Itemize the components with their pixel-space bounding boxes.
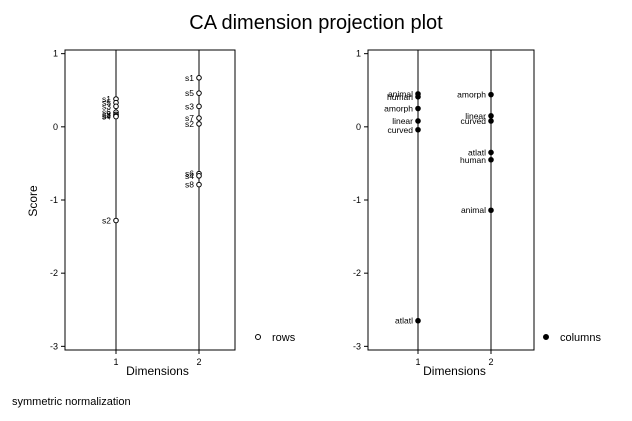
plot-frame: [64, 49, 236, 351]
point-label: s7: [102, 111, 111, 121]
data-point: [196, 115, 202, 121]
data-point: [488, 113, 494, 119]
point-label: human: [387, 92, 413, 102]
y-tick-label: -2: [50, 268, 58, 278]
data-point: [196, 75, 202, 81]
point-label: s4: [102, 112, 111, 122]
point-label: amorph: [384, 104, 413, 114]
point-label: s6: [102, 107, 111, 117]
point-label: s6: [185, 169, 194, 179]
legend-marker: [543, 334, 549, 340]
y-tick-label: 0: [53, 122, 58, 132]
data-point: [196, 103, 202, 110]
point-label: linear: [465, 111, 486, 121]
point-label: s8: [102, 109, 111, 119]
data-point: [196, 90, 202, 96]
footnote: symmetric normalization: [12, 396, 131, 408]
point-label: s3: [102, 101, 111, 111]
point-label: s3: [185, 101, 194, 111]
data-point: [415, 118, 421, 124]
point-label: animal: [388, 89, 413, 99]
point-label: s2: [102, 215, 111, 225]
point-label: s1: [185, 73, 194, 83]
legend-label: rows: [272, 332, 296, 344]
point-label: curved: [387, 125, 413, 135]
data-point: [488, 156, 494, 163]
point-label: linear: [392, 116, 413, 126]
data-point: [488, 118, 494, 124]
y-axis-title: Score: [26, 185, 40, 217]
x-axis-title: Dimensions: [126, 364, 189, 378]
y-tick-label: 1: [53, 49, 58, 59]
point-label: s5: [102, 98, 111, 108]
data-point: [196, 181, 202, 188]
y-tick-label: 1: [356, 49, 361, 59]
point-label: atlatl: [468, 147, 486, 157]
panel-rows: 10-1-2-31 2Dimensionss1s5s3s6s8s7s4s2s1s5…: [50, 49, 296, 378]
data-point: [113, 113, 119, 120]
data-point: [196, 121, 202, 127]
x-tick-label: 2: [196, 357, 201, 367]
x-tick-label: 1: [113, 357, 118, 367]
legend-label: columns: [560, 332, 601, 344]
data-point: [415, 126, 421, 133]
point-label: animal: [461, 205, 486, 215]
data-point: [196, 173, 202, 179]
y-tick-label: -3: [353, 341, 361, 351]
data-point: [488, 149, 494, 156]
y-tick-label: -2: [353, 268, 361, 278]
x-tick-label: 2: [488, 357, 493, 367]
point-label: s5: [185, 88, 194, 98]
point-label: s7: [185, 113, 194, 123]
point-label: human: [460, 155, 486, 165]
point-label: s8: [185, 180, 194, 190]
y-tick-label: -3: [50, 341, 58, 351]
point-label: atlatl: [395, 316, 413, 326]
legend-marker: [255, 334, 261, 340]
panel-columns: 10-1-2-31 2Dimensionsanimalhumanamorphlin…: [353, 49, 601, 378]
y-tick-label: 0: [356, 122, 361, 132]
point-label: s2: [185, 119, 194, 129]
chart-title: CA dimension projection plot: [189, 12, 443, 34]
data-point: [488, 91, 494, 98]
data-point: [415, 94, 421, 100]
data-point: [488, 207, 494, 214]
x-tick-label: 1: [415, 357, 420, 367]
point-label: amorph: [457, 90, 486, 100]
point-label: s4: [185, 171, 194, 181]
data-point: [113, 217, 119, 224]
data-point: [415, 317, 421, 324]
data-point: [113, 103, 119, 110]
point-label: curved: [460, 116, 486, 126]
data-point: [415, 105, 421, 112]
y-tick-label: -1: [353, 195, 361, 205]
point-label: s1: [102, 94, 111, 104]
x-axis-title: Dimensions: [423, 364, 486, 378]
y-tick-label: -1: [50, 195, 58, 205]
